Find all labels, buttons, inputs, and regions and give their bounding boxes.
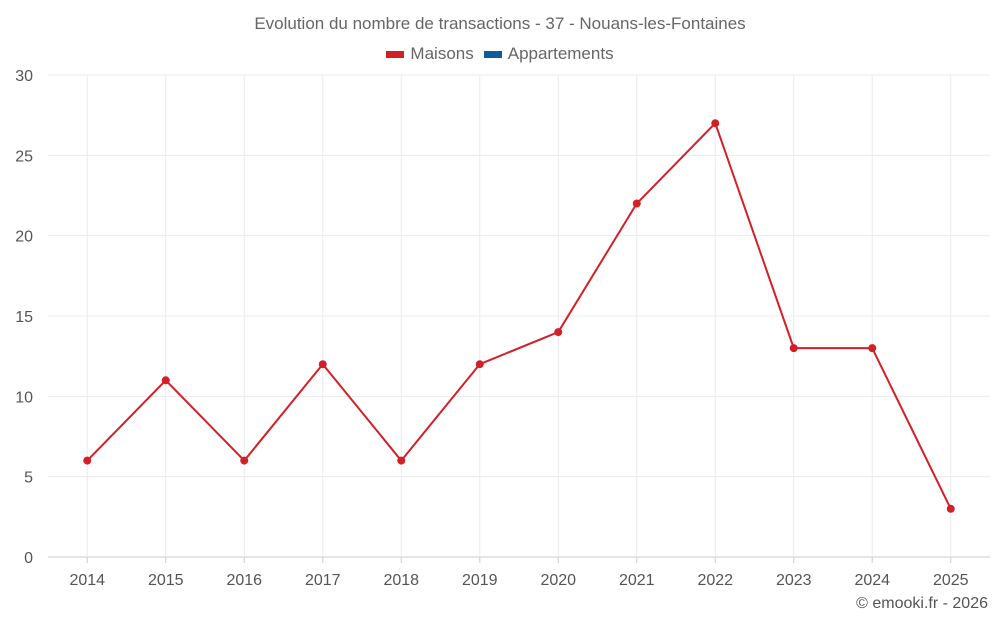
- x-tick-label: 2014: [69, 572, 105, 589]
- credit-text: © emooki.fr - 2026: [856, 595, 988, 612]
- data-point-maisons: [711, 119, 720, 128]
- data-point-maisons: [554, 328, 563, 337]
- data-point-maisons: [397, 456, 406, 465]
- data-point-maisons: [789, 344, 798, 353]
- legend-label-maisons: Maisons: [410, 44, 474, 63]
- x-tick-label: 2017: [305, 572, 341, 589]
- y-tick-label: 20: [15, 229, 33, 246]
- data-point-maisons: [632, 199, 641, 208]
- data-point-maisons: [318, 360, 327, 369]
- legend: Maisons Appartements: [0, 44, 1000, 64]
- data-point-maisons: [946, 504, 955, 513]
- x-tick-label: 2015: [148, 572, 184, 589]
- legend-swatch-appartements: [483, 50, 502, 58]
- series-line-maisons: [86, 122, 952, 510]
- y-tick-label: 5: [24, 470, 33, 487]
- x-tick-label: 2025: [933, 572, 969, 589]
- y-tick-label: 25: [15, 148, 33, 165]
- chart-title: Evolution du nombre de transactions - 37…: [254, 14, 746, 33]
- y-tick-label: 30: [15, 68, 33, 85]
- data-point-maisons: [868, 344, 877, 353]
- x-tick-label: 2018: [383, 572, 419, 589]
- legend-swatch-maisons: [386, 50, 405, 58]
- x-tick-label: 2022: [697, 572, 733, 589]
- data-point-maisons: [161, 376, 170, 385]
- x-tick-label: 2024: [854, 572, 890, 589]
- y-tick-label: 10: [15, 389, 33, 406]
- x-tick-label: 2019: [462, 572, 498, 589]
- data-point-maisons: [475, 360, 484, 369]
- x-tick-label: 2020: [540, 572, 576, 589]
- y-tick-label: 15: [15, 309, 33, 326]
- legend-item-appartements[interactable]: Appartements: [483, 44, 614, 64]
- x-tick-label: 2021: [619, 572, 655, 589]
- x-tick-label: 2023: [776, 572, 812, 589]
- y-tick-label: 0: [24, 550, 33, 567]
- x-tick-label: 2016: [226, 572, 262, 589]
- data-point-maisons: [83, 456, 92, 465]
- data-point-maisons: [240, 456, 249, 465]
- legend-item-maisons[interactable]: Maisons: [386, 44, 474, 64]
- legend-label-appartements: Appartements: [507, 44, 614, 63]
